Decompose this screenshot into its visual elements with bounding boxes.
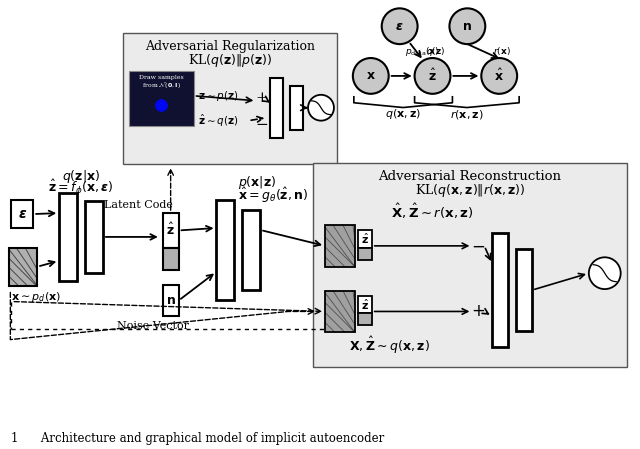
Circle shape bbox=[481, 58, 517, 94]
Text: Adversarial Reconstruction: Adversarial Reconstruction bbox=[378, 170, 561, 183]
Text: $\mathbf{X}, \hat{\mathbf{Z}} \sim q(\mathbf{x}, \mathbf{z})$: $\mathbf{X}, \hat{\mathbf{Z}} \sim q(\ma… bbox=[349, 335, 429, 356]
Bar bbox=[358, 248, 372, 260]
Text: $p(\mathbf{x}|\mathbf{z})$: $p(\mathbf{x}|\mathbf{z})$ bbox=[238, 174, 276, 191]
Circle shape bbox=[381, 9, 417, 44]
Bar bbox=[516, 249, 532, 331]
Point bbox=[156, 101, 166, 109]
Text: from $\mathcal{N}(\mathbf{0},\mathbf{I})$: from $\mathcal{N}(\mathbf{0},\mathbf{I})… bbox=[141, 80, 180, 90]
Text: Latent Code: Latent Code bbox=[104, 200, 173, 210]
Text: $\hat{\mathbf{z}} \sim q(\mathbf{z})$: $\hat{\mathbf{z}} \sim q(\mathbf{z})$ bbox=[198, 113, 238, 129]
Bar bbox=[325, 291, 355, 332]
Text: $\hat{\mathbf{z}}$: $\hat{\mathbf{z}}$ bbox=[166, 222, 175, 238]
Bar bbox=[216, 200, 234, 299]
Point bbox=[156, 101, 166, 109]
Point bbox=[156, 101, 166, 109]
Circle shape bbox=[353, 58, 388, 94]
Bar bbox=[163, 213, 179, 248]
Point bbox=[156, 101, 166, 109]
Point bbox=[156, 101, 166, 109]
Bar bbox=[85, 201, 103, 273]
Bar bbox=[163, 285, 179, 317]
Text: $-$: $-$ bbox=[255, 116, 268, 130]
Text: $p_{\rm data}(\mathbf{x})$: $p_{\rm data}(\mathbf{x})$ bbox=[404, 44, 439, 57]
Point bbox=[156, 101, 166, 109]
Text: $\hat{\mathbf{X}}, \hat{\mathbf{Z}} \sim r(\mathbf{x}, \mathbf{z})$: $\hat{\mathbf{X}}, \hat{\mathbf{Z}} \sim… bbox=[391, 202, 474, 220]
Bar bbox=[325, 225, 355, 267]
Bar bbox=[10, 248, 37, 286]
Text: $\hat{\mathbf{x}}$: $\hat{\mathbf{x}}$ bbox=[494, 68, 504, 84]
Bar bbox=[59, 193, 77, 281]
Text: $\mathbf{x} \sim p_d(\mathbf{x})$: $\mathbf{x} \sim p_d(\mathbf{x})$ bbox=[12, 290, 61, 304]
Text: $q(\mathbf{z}|\mathbf{x})$: $q(\mathbf{z}|\mathbf{x})$ bbox=[62, 168, 100, 185]
Point bbox=[156, 101, 166, 109]
Text: $\boldsymbol{\epsilon}$: $\boldsymbol{\epsilon}$ bbox=[18, 207, 27, 221]
Text: $-$: $-$ bbox=[471, 238, 485, 255]
Text: KL$(q(\mathbf{x},\mathbf{z})\|r(\mathbf{x},\mathbf{z}))$: KL$(q(\mathbf{x},\mathbf{z})\|r(\mathbf{… bbox=[415, 182, 525, 199]
Bar bbox=[123, 33, 337, 164]
Text: $q(\mathbf{x}, \mathbf{z})$: $q(\mathbf{x}, \mathbf{z})$ bbox=[385, 107, 421, 122]
Text: $+$: $+$ bbox=[471, 303, 485, 320]
Text: $\hat{\mathbf{z}} = f_\phi(\mathbf{x}, \boldsymbol{\epsilon})$: $\hat{\mathbf{z}} = f_\phi(\mathbf{x}, \… bbox=[49, 178, 114, 198]
Point bbox=[156, 101, 166, 109]
Text: $\hat{\mathbf{z}}$: $\hat{\mathbf{z}}$ bbox=[361, 297, 369, 312]
Bar bbox=[492, 233, 508, 347]
Point bbox=[156, 101, 166, 109]
Text: $r(\mathbf{x}, \mathbf{z})$: $r(\mathbf{x}, \mathbf{z})$ bbox=[450, 108, 484, 121]
Bar bbox=[358, 295, 372, 313]
Bar bbox=[243, 210, 260, 290]
Text: $\mathbf{z} \sim p(\mathbf{z})$: $\mathbf{z} \sim p(\mathbf{z})$ bbox=[198, 89, 238, 103]
Point bbox=[156, 101, 166, 109]
Text: $r(\mathbf{x})$: $r(\mathbf{x})$ bbox=[493, 45, 511, 57]
Circle shape bbox=[589, 257, 621, 289]
Text: $\mathbf{n}$: $\mathbf{n}$ bbox=[166, 294, 175, 307]
Text: $\hat{\mathbf{z}}$: $\hat{\mathbf{z}}$ bbox=[428, 68, 437, 84]
Text: $\mathbf{x}$: $\mathbf{x}$ bbox=[366, 70, 376, 83]
Bar bbox=[313, 163, 627, 367]
Point bbox=[156, 101, 166, 109]
Text: $q(\mathbf{z})$: $q(\mathbf{z})$ bbox=[426, 44, 445, 57]
Text: Noise Vector: Noise Vector bbox=[116, 321, 189, 331]
Bar bbox=[270, 78, 283, 137]
Text: $\hat{\mathbf{x}} = g_\theta(\hat{\mathbf{z}}, \mathbf{n})$: $\hat{\mathbf{x}} = g_\theta(\hat{\mathb… bbox=[238, 185, 308, 205]
Text: 1      Architecture and graphical model of implicit autoencoder: 1 Architecture and graphical model of im… bbox=[12, 432, 385, 445]
Point bbox=[156, 101, 166, 109]
Circle shape bbox=[415, 58, 451, 94]
Text: KL$(q(\mathbf{z})\|p(\mathbf{z}))$: KL$(q(\mathbf{z})\|p(\mathbf{z}))$ bbox=[188, 52, 272, 69]
Point bbox=[156, 101, 166, 109]
Bar bbox=[12, 200, 33, 228]
Text: Draw samples: Draw samples bbox=[139, 75, 184, 80]
Circle shape bbox=[449, 9, 485, 44]
Point bbox=[156, 101, 166, 109]
Text: $\hat{\mathbf{z}}$: $\hat{\mathbf{z}}$ bbox=[361, 232, 369, 246]
Point bbox=[156, 101, 166, 109]
Bar bbox=[358, 313, 372, 326]
Circle shape bbox=[308, 95, 334, 121]
Text: $\mathbf{n}$: $\mathbf{n}$ bbox=[463, 20, 472, 33]
Text: $\boldsymbol{\epsilon}$: $\boldsymbol{\epsilon}$ bbox=[396, 20, 404, 33]
Point bbox=[156, 101, 166, 109]
Bar bbox=[290, 86, 303, 130]
Bar bbox=[129, 71, 193, 126]
Point bbox=[156, 101, 166, 109]
Bar bbox=[358, 230, 372, 248]
Bar bbox=[163, 248, 179, 270]
Point bbox=[156, 101, 166, 109]
Text: Adversarial Regularization: Adversarial Regularization bbox=[145, 40, 315, 53]
Text: +: + bbox=[255, 91, 268, 105]
